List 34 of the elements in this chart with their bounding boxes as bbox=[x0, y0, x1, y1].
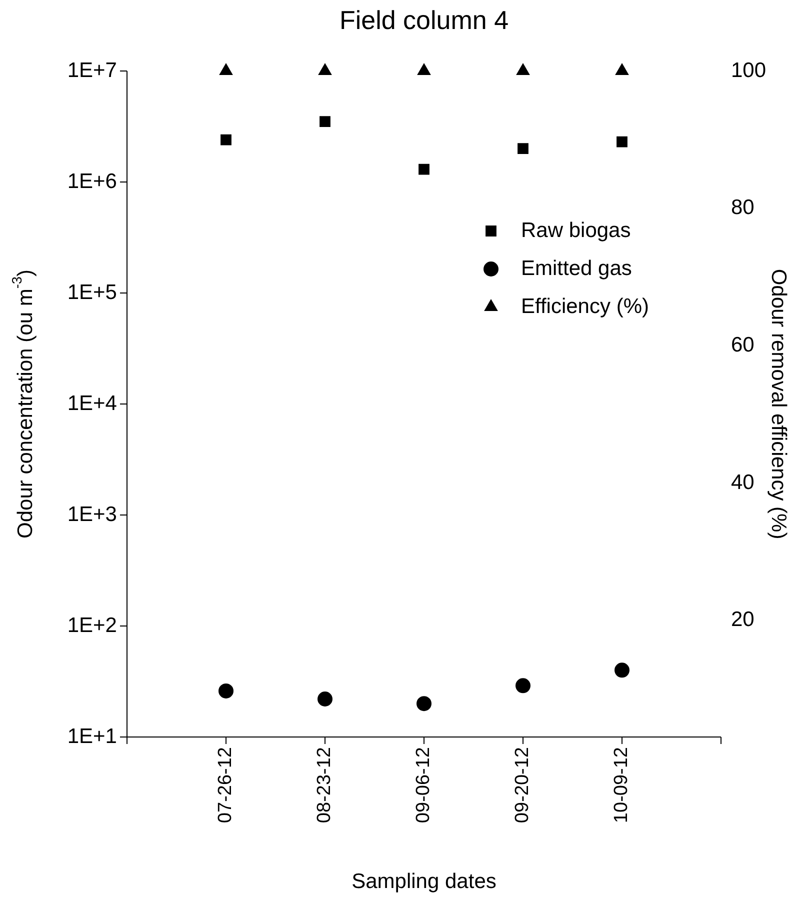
legend-label: Efficiency (%) bbox=[521, 294, 649, 318]
y2-tick-label: 100 bbox=[731, 58, 766, 82]
y-tick-label: 1E+5 bbox=[67, 280, 117, 304]
x-tick-label: 09-20-12 bbox=[512, 747, 534, 824]
point bbox=[416, 696, 432, 712]
x-tick-label: 07-26-12 bbox=[215, 747, 236, 824]
point bbox=[418, 164, 430, 175]
point bbox=[616, 136, 628, 148]
x-tick-label: 10-09-12 bbox=[611, 747, 632, 824]
y-tick-label: 1E+1 bbox=[67, 724, 117, 748]
point bbox=[220, 134, 232, 146]
point bbox=[318, 691, 332, 706]
point bbox=[516, 678, 530, 694]
point bbox=[320, 116, 330, 128]
y2-tick-label: 20 bbox=[731, 608, 754, 632]
legend-label: Raw biogas bbox=[521, 218, 631, 242]
y-tick-label: 1E+6 bbox=[67, 170, 117, 193]
point bbox=[518, 143, 528, 154]
legend-label: Emitted gas bbox=[521, 256, 632, 280]
y-tick-label: 1E+3 bbox=[67, 502, 117, 526]
y-tick-label: 1E+2 bbox=[67, 614, 117, 637]
x-axis-title: Sampling dates bbox=[352, 870, 496, 893]
y2-tick-label: 60 bbox=[731, 333, 754, 356]
point bbox=[614, 662, 630, 678]
y-axis-title: Odour concentration (ou m-3) bbox=[9, 270, 37, 538]
point bbox=[218, 683, 234, 698]
x-tick-label: 09-06-12 bbox=[413, 747, 434, 824]
x-tick-label: 08-23-12 bbox=[314, 747, 336, 824]
y2-tick-label: 40 bbox=[731, 470, 754, 494]
y-tick-label: 1E+4 bbox=[67, 392, 118, 415]
chart-title: Field column 4 bbox=[339, 5, 509, 36]
y-tick-label: 1E+7 bbox=[67, 58, 117, 82]
y2-tick-label: 80 bbox=[731, 196, 754, 220]
y2-axis-title: Odour removal efficiency (%) bbox=[767, 268, 790, 540]
